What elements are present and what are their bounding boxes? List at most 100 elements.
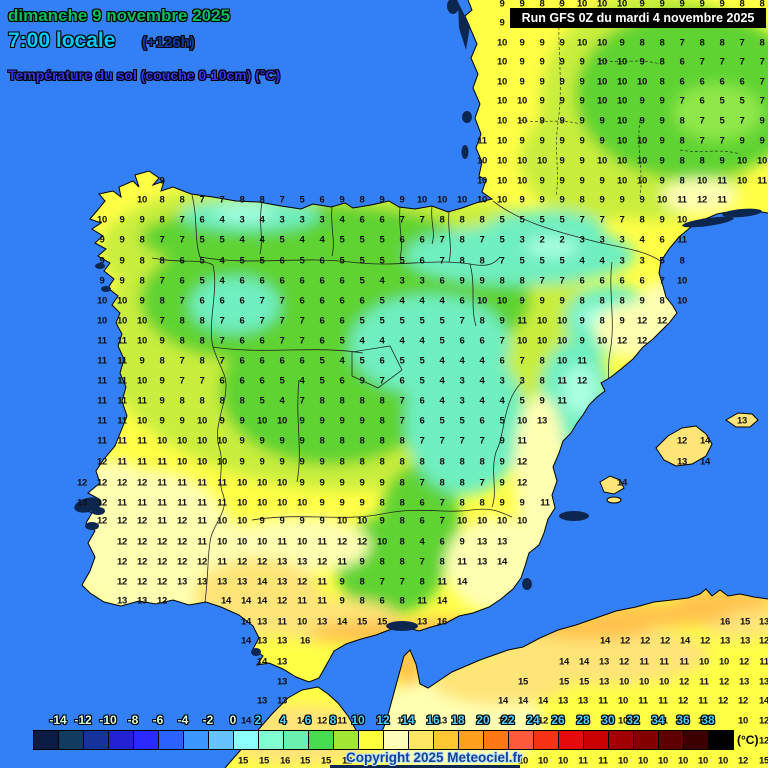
grid-value: 8 — [519, 275, 525, 287]
legend-box — [708, 730, 734, 750]
grid-value: 14 — [297, 715, 307, 727]
grid-value: 13 — [437, 715, 447, 727]
grid-value: 8 — [479, 214, 485, 226]
grid-value: 8 — [659, 56, 665, 68]
grid-value: 9 — [359, 556, 365, 568]
grid-value: 12 — [97, 515, 107, 527]
grid-value: 9 — [659, 95, 665, 107]
grid-value: 7 — [219, 355, 225, 367]
grid-value: 9 — [559, 155, 565, 167]
grid-value: 8 — [459, 214, 465, 226]
grid-value: 9 — [519, 497, 525, 509]
grid-value: 7 — [179, 355, 185, 367]
grid-value: 7 — [279, 194, 285, 206]
grid-value: 10 — [497, 295, 507, 307]
legend-label: -10 — [99, 713, 117, 727]
grid-value: 6 — [419, 497, 425, 509]
grid-value: 11 — [177, 497, 187, 509]
legend-label: 34 — [651, 713, 665, 727]
grid-value: 11 — [698, 695, 708, 707]
legend-label: -6 — [152, 713, 164, 727]
grid-value: 10 — [117, 315, 127, 327]
grid-value: 12 — [117, 556, 127, 568]
legend-label: 2 — [254, 713, 262, 727]
grid-value: 9 — [339, 477, 345, 489]
legend-box — [133, 730, 159, 750]
grid-value: 2 — [539, 234, 545, 246]
grid-value: 9 — [519, 295, 525, 307]
grid-value: 10 — [497, 155, 507, 167]
grid-value: 13 — [317, 616, 327, 628]
grid-value: 6 — [579, 275, 585, 287]
grid-value: 11 — [658, 695, 668, 707]
grid-value: 7 — [419, 556, 425, 568]
grid-value: 5 — [199, 234, 205, 246]
grid-value: 5 — [399, 315, 405, 327]
grid-value: 5 — [259, 255, 265, 267]
grid-value: 6 — [319, 335, 325, 347]
grid-value: 9 — [519, 194, 525, 206]
grid-value: 8 — [639, 214, 645, 226]
grid-value: 9 — [759, 115, 765, 127]
model-run-label: Run GFS 0Z du mardi 4 novembre 2025 — [521, 11, 755, 25]
grid-value: 11 — [317, 536, 327, 548]
grid-value: 13 — [740, 635, 750, 647]
grid-value: 12 — [157, 536, 167, 548]
legend-label: 28 — [576, 713, 590, 727]
grid-value: 10 — [457, 515, 467, 527]
grid-value: 9 — [319, 515, 325, 527]
grid-value: 9 — [319, 456, 325, 468]
grid-value: 14 — [337, 616, 347, 628]
grid-value: 13 — [720, 635, 730, 647]
grid-value: 8 — [199, 395, 205, 407]
grid-value: 10 — [277, 497, 287, 509]
legend-label: -4 — [177, 713, 189, 727]
grid-value: 10 — [617, 175, 627, 187]
legend-label: 30 — [601, 713, 615, 727]
grid-value: 8 — [379, 395, 385, 407]
grid-value: 9 — [99, 275, 105, 287]
grid-value: 10 — [577, 37, 587, 49]
grid-value: 9 — [659, 115, 665, 127]
grid-value: 11 — [117, 435, 127, 447]
grid-value: 14 — [257, 595, 267, 607]
grid-value: 11 — [137, 435, 147, 447]
grid-value: 7 — [379, 576, 385, 588]
grid-value: 4 — [239, 234, 245, 246]
grid-value: 3 — [619, 255, 625, 267]
grid-value: 9 — [579, 115, 585, 127]
grid-value: 11 — [659, 656, 669, 668]
grid-value: 12 — [357, 536, 367, 548]
grid-value: 12 — [759, 635, 768, 647]
grid-value: 9 — [359, 497, 365, 509]
grid-value: 14 — [759, 695, 768, 707]
grid-value: 12 — [640, 635, 650, 647]
copyright-label[interactable]: Copyright 2025 Meteociel.fr — [346, 750, 523, 765]
legend-box — [183, 730, 209, 750]
grid-value: 10 — [618, 695, 628, 707]
grid-value: 9 — [359, 375, 365, 387]
grid-value: 5 — [359, 255, 365, 267]
grid-value: 10 — [597, 76, 607, 88]
grid-value: 7 — [559, 275, 565, 287]
grid-value: 15 — [377, 616, 387, 628]
grid-value: 10 — [417, 194, 427, 206]
grid-value: 10 — [617, 115, 627, 127]
grid-value: 9 — [539, 56, 545, 68]
grid-value: 8 — [459, 497, 465, 509]
grid-value: 8 — [159, 214, 165, 226]
grid-value: 6 — [339, 295, 345, 307]
grid-value: 7 — [439, 515, 445, 527]
grid-value: 10 — [137, 375, 147, 387]
grid-value: 10 — [698, 755, 708, 767]
grid-value: 9 — [659, 135, 665, 147]
grid-value: 14 — [600, 635, 610, 647]
grid-value: 10 — [237, 536, 247, 548]
grid-value: 12 — [137, 515, 147, 527]
grid-value: 10 — [277, 477, 287, 489]
grid-value: 9 — [379, 515, 385, 527]
grid-value: 8 — [699, 37, 705, 49]
grid-value: 8 — [639, 37, 645, 49]
grid-value: 7 — [199, 194, 205, 206]
